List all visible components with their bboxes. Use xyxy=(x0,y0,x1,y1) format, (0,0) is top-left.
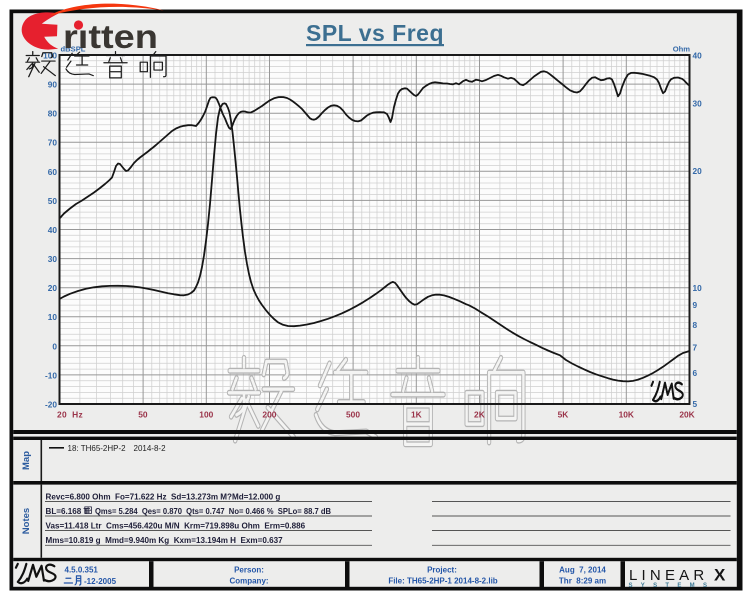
svg-text:Company:: Company: xyxy=(229,577,268,586)
svg-text:SPL vs Freq: SPL vs Freq xyxy=(306,20,444,46)
svg-text:Revc=6.800 Ohm Fo=71.622 Hz: Revc=6.800 Ohm Fo=71.622 Hz Sd=13.273m M… xyxy=(46,493,281,502)
svg-text:4.5.0.351: 4.5.0.351 xyxy=(65,566,99,575)
svg-text:5: 5 xyxy=(693,399,698,409)
svg-text:SYSTEMS: SYSTEMS xyxy=(629,583,716,589)
svg-text:-12-2005: -12-2005 xyxy=(84,577,117,586)
svg-text:60: 60 xyxy=(48,167,58,177)
svg-text:9: 9 xyxy=(693,300,698,310)
svg-text:-20: -20 xyxy=(45,400,57,410)
svg-text:5K: 5K xyxy=(558,410,569,420)
svg-text:LINEAR: LINEAR xyxy=(629,567,708,584)
svg-text:Notes: Notes xyxy=(21,508,32,534)
svg-text:40: 40 xyxy=(48,225,58,235)
svg-text:40: 40 xyxy=(693,51,703,61)
svg-text:rıtten: rıtten xyxy=(63,18,158,55)
svg-text:Ohm: Ohm xyxy=(673,45,691,54)
svg-text:Thr 8:29 am: Thr 8:29 am xyxy=(559,577,606,586)
svg-text:Map: Map xyxy=(21,451,32,470)
svg-text:18: TH65-2HP-2: 18: TH65-2HP-2 xyxy=(68,444,127,453)
svg-text:6: 6 xyxy=(693,368,698,378)
svg-text:Mms=10.819 g Mmd=9.940m Kg K: Mms=10.819 g Mmd=9.940m Kg Kxm=13.194m H… xyxy=(46,536,284,545)
svg-text:10K: 10K xyxy=(619,410,634,420)
svg-text:500: 500 xyxy=(346,410,360,420)
svg-text:30: 30 xyxy=(48,254,58,264)
svg-text:20: 20 xyxy=(48,283,58,293)
svg-text:20: 20 xyxy=(693,166,703,176)
svg-text:2014-8-2: 2014-8-2 xyxy=(134,444,167,453)
svg-text:80: 80 xyxy=(48,109,58,119)
svg-text:100: 100 xyxy=(43,51,57,61)
svg-text:Qms= 5.284 Qes= 0.870 Qts= 0: Qms= 5.284 Qes= 0.870 Qts= 0.747 No= 0.4… xyxy=(95,507,331,516)
svg-text:200: 200 xyxy=(262,410,276,420)
svg-text:50: 50 xyxy=(138,410,148,420)
svg-text:10: 10 xyxy=(693,283,703,293)
svg-text:8: 8 xyxy=(693,320,698,330)
svg-text:X: X xyxy=(714,566,726,585)
svg-text:Vas=11.418 Ltr Cms=456.420u M: Vas=11.418 Ltr Cms=456.420u M/N Krm=719.… xyxy=(46,522,306,531)
svg-text:20K: 20K xyxy=(679,410,694,420)
svg-text:-10: -10 xyxy=(45,370,57,380)
svg-text:10: 10 xyxy=(48,312,58,322)
svg-text:1K: 1K xyxy=(411,410,422,420)
svg-text:dBSPL: dBSPL xyxy=(61,45,86,54)
svg-text:Person:: Person: xyxy=(234,566,264,575)
svg-text:7: 7 xyxy=(693,343,698,353)
svg-text:File: TH65-2HP-1 2014-8-2.li: File: TH65-2HP-1 2014-8-2.lib xyxy=(388,577,497,586)
svg-text:70: 70 xyxy=(48,138,58,148)
svg-text:2K: 2K xyxy=(474,410,485,420)
svg-text:BL=6.168 T: BL=6.168 T xyxy=(46,507,89,516)
svg-text:Aug 7, 2014: Aug 7, 2014 xyxy=(559,566,606,575)
svg-text:30: 30 xyxy=(693,98,703,108)
svg-text:50: 50 xyxy=(48,196,58,206)
svg-text:20 Hz: 20 Hz xyxy=(57,410,83,420)
svg-text:0: 0 xyxy=(52,341,57,351)
svg-text:100: 100 xyxy=(199,410,213,420)
svg-text:Project:: Project: xyxy=(427,566,457,575)
svg-text:90: 90 xyxy=(48,80,58,90)
